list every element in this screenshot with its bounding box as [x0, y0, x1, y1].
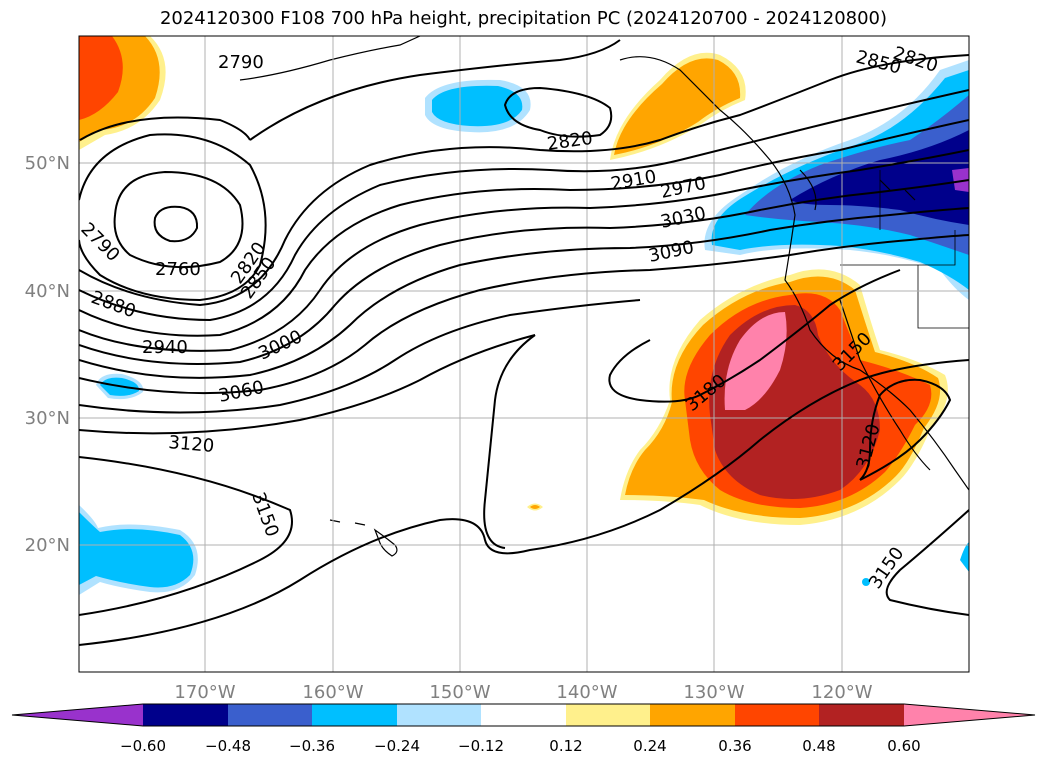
colorbar-tick-label: −0.48: [205, 737, 251, 755]
colorbar-tick-label: −0.24: [374, 737, 420, 755]
contour-label: 3120: [168, 432, 215, 457]
colorbar-tick-label: 0.12: [549, 737, 582, 755]
colorbar-segment: [397, 704, 481, 726]
colorbar-extend-max: [904, 704, 1035, 726]
contour-label: 3060: [217, 377, 266, 407]
colorbar-segment: [819, 704, 904, 726]
lat-label: 50°N: [25, 153, 70, 174]
contour-label: 2760: [155, 259, 201, 280]
colorbar-tick-label: 0.48: [802, 737, 835, 755]
map-title: 2024120300 F108 700 hPa height, precipit…: [159, 8, 888, 29]
political-borders: [840, 170, 969, 329]
lon-label: 150°W: [429, 682, 490, 703]
colorbar-tick-label: 0.60: [887, 737, 920, 755]
contour-label: 3150: [247, 490, 282, 540]
lon-label: 140°W: [556, 682, 617, 703]
colorbar-ticks: −0.60 −0.48 −0.36 −0.24 −0.12 0.12 0.24 …: [120, 737, 921, 755]
colorbar-tick-label: −0.36: [289, 737, 335, 755]
colorbar: [11, 703, 1036, 727]
contour-label: 3090: [647, 237, 696, 267]
contour-label: 2790: [76, 219, 123, 266]
colorbar-extend-min: [12, 704, 143, 726]
height-contours: [79, 39, 969, 646]
colorbar-tick-label: −0.12: [458, 737, 504, 755]
colorbar-segment: [650, 704, 735, 726]
colorbar-outline: [11, 703, 1036, 727]
colorbar-segment: [312, 704, 397, 726]
contour-label: 2790: [218, 52, 264, 73]
colorbar-segment: [735, 704, 819, 726]
lon-label: 130°W: [683, 682, 744, 703]
longitude-labels: 170°W 160°W 150°W 140°W 130°W 120°W: [174, 682, 872, 703]
colorbar-tick-label: −0.60: [120, 737, 166, 755]
contour-label: 2940: [142, 337, 188, 358]
colorbar-segment: [481, 704, 566, 726]
latitude-labels: 50°N 40°N 30°N 20°N: [25, 153, 70, 556]
colorbar-segment: [228, 704, 312, 726]
contour-label: 3030: [659, 203, 708, 233]
lon-label: 120°W: [811, 682, 872, 703]
lat-label: 40°N: [25, 281, 70, 302]
colorbar-segment: [566, 704, 650, 726]
lat-label: 30°N: [25, 408, 70, 429]
lon-label: 170°W: [174, 682, 235, 703]
colorbar-tick-label: 0.36: [718, 737, 751, 755]
map-frame: [78, 35, 970, 673]
gridlines: [79, 36, 969, 672]
lat-label: 20°N: [25, 535, 70, 556]
colorbar-tick-label: 0.24: [633, 737, 666, 755]
lon-label: 160°W: [302, 682, 363, 703]
colorbar-segment: [143, 704, 228, 726]
